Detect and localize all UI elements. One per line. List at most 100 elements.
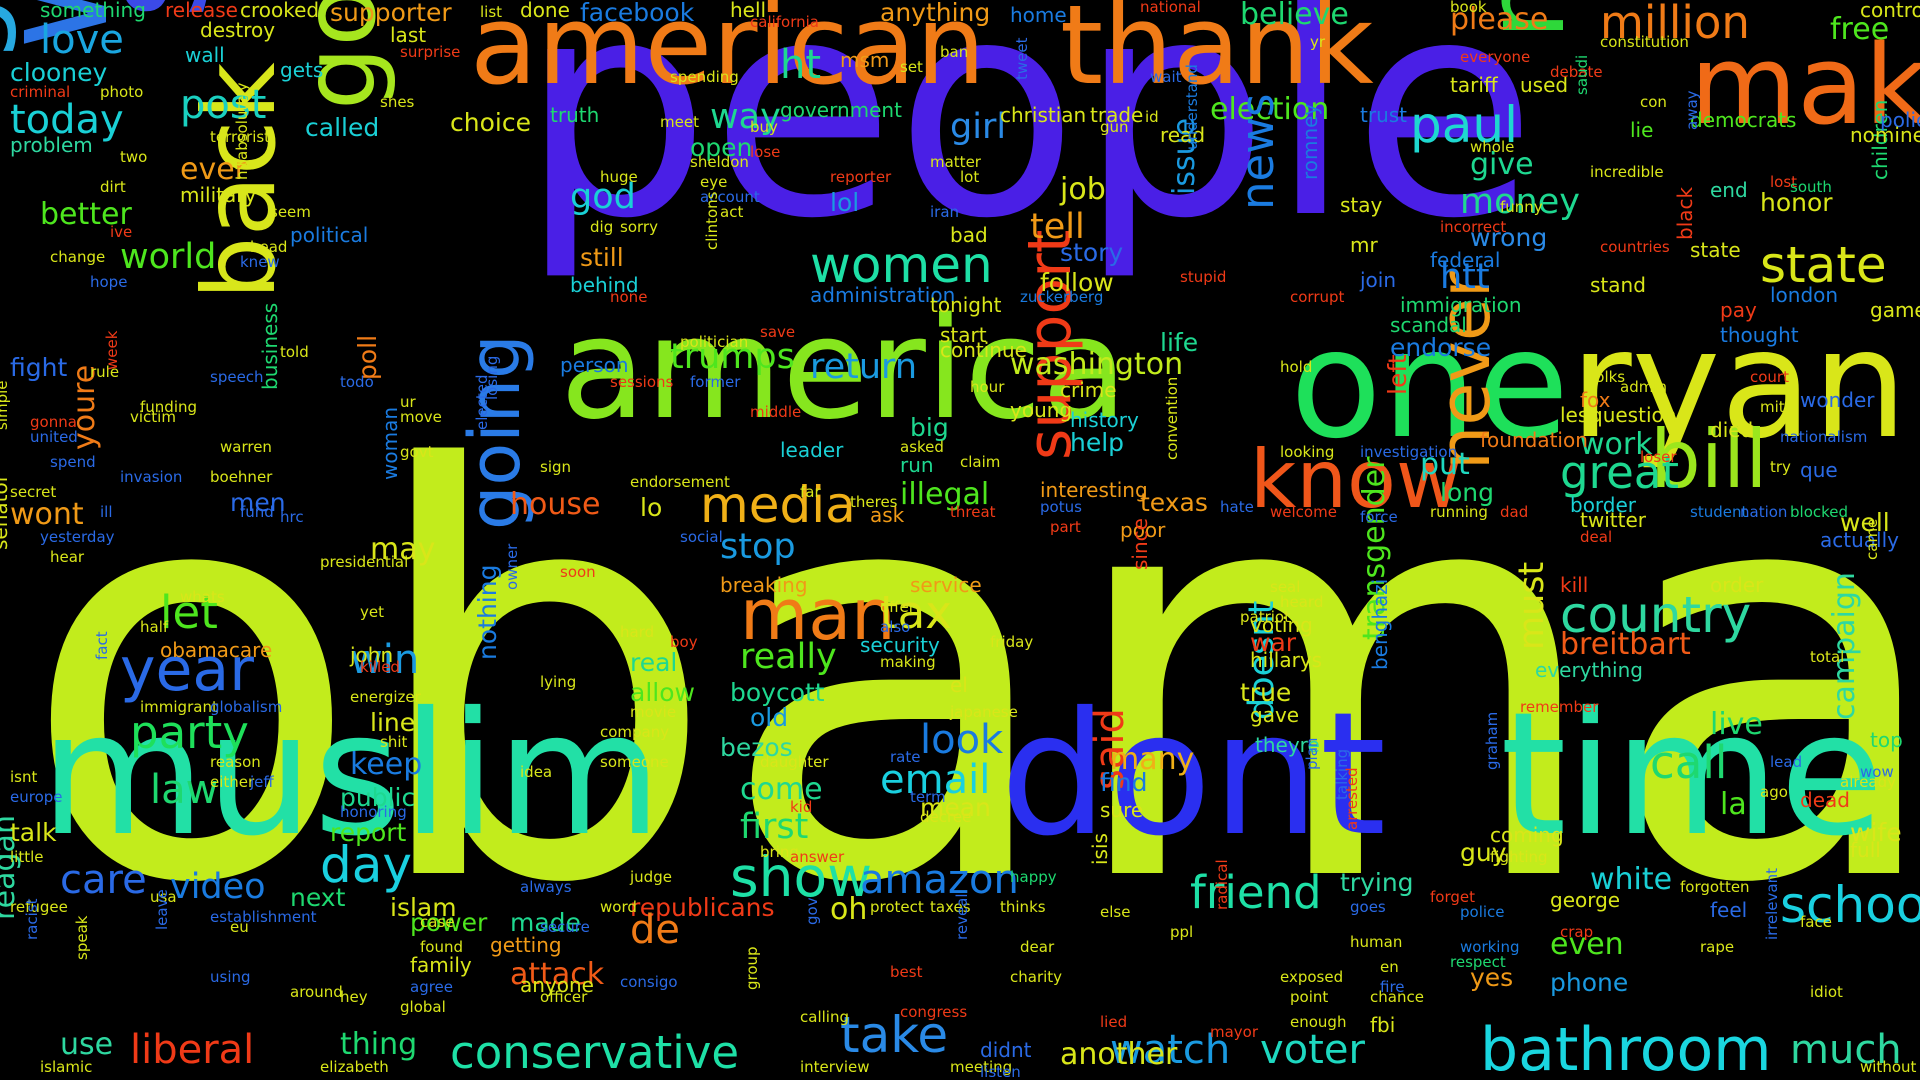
word-move: move: [400, 408, 442, 426]
word-trumps: trumps: [670, 337, 795, 377]
word-benghazi: benghazi: [1368, 578, 1392, 670]
word-please: please: [1450, 2, 1549, 37]
word-find: find: [1100, 768, 1148, 797]
word-true: true: [1240, 678, 1292, 707]
word-friend: friend: [1190, 866, 1322, 919]
word-come: come: [740, 772, 823, 807]
word-history: history: [1070, 408, 1139, 432]
word-yr: yr: [1310, 33, 1326, 51]
word-el: el: [950, 673, 968, 697]
word-million: million: [1600, 0, 1750, 49]
word-left: left: [1383, 354, 1412, 396]
word-respect: respect: [1450, 953, 1506, 971]
word-either: either: [210, 773, 255, 791]
word-party: party: [130, 706, 249, 759]
word-countries: countries: [1600, 238, 1670, 256]
word-immigrant: immigrant: [140, 698, 218, 716]
word-lo: lo: [640, 493, 663, 522]
word-elizabeth: elizabeth: [320, 1058, 389, 1076]
word-ppl: ppl: [1170, 923, 1194, 941]
word-truth: truth: [550, 103, 600, 127]
word-debate: debate: [1550, 63, 1603, 81]
word-incorrect: incorrect: [1440, 218, 1507, 236]
word-lol: lol: [830, 188, 860, 217]
word-love: love: [40, 17, 124, 63]
word-matter: matter: [930, 153, 981, 171]
word-calling: calling: [800, 1008, 849, 1026]
word-sorry: sorry: [620, 218, 658, 236]
word-media: media: [700, 476, 856, 534]
word-person: person: [560, 353, 629, 377]
word-paul: paul: [1410, 96, 1518, 154]
word-boy: boy: [670, 633, 698, 651]
word-big: big: [910, 413, 949, 442]
word-well: well: [1840, 508, 1890, 537]
word-anything: anything: [880, 0, 991, 27]
word-account: account: [700, 188, 760, 206]
word-open: open: [690, 133, 753, 162]
word-govt: govt: [400, 443, 434, 461]
word-tweet: tweet: [1013, 37, 1031, 81]
word-wont: wont: [10, 497, 84, 532]
word-change: change: [50, 248, 106, 266]
word-line: line: [370, 708, 416, 737]
word-gonna: gonna: [30, 413, 77, 431]
word-dont: dont: [1000, 676, 1387, 874]
word-set: set: [900, 58, 923, 76]
word-washington: washington: [1010, 347, 1184, 382]
word-voting: voting: [1250, 613, 1313, 637]
word-photo: photo: [100, 83, 144, 101]
word-hour: hour: [970, 378, 1005, 396]
word-gets: gets: [280, 58, 324, 82]
word-liberal: liberal: [130, 1027, 255, 1073]
word-surprise: surprise: [400, 43, 461, 61]
word-invasion: invasion: [120, 468, 183, 486]
word-made: made: [510, 908, 581, 937]
word-globalism: globalism: [210, 698, 283, 716]
word-meet: meet: [660, 113, 699, 131]
word-act: act: [720, 203, 744, 221]
word-hold: hold: [1280, 358, 1313, 376]
word-ht: ht: [780, 42, 822, 88]
word-lost: lost: [1770, 173, 1798, 191]
word-take: take: [840, 1006, 949, 1064]
word-best: best: [890, 963, 923, 981]
word-stupid: stupid: [1180, 268, 1227, 286]
word-mr: mr: [1350, 233, 1378, 257]
word-coming: coming: [1490, 823, 1564, 847]
word-foundation: foundation: [1480, 428, 1588, 452]
word-much: much: [1790, 1027, 1902, 1073]
word-rape: rape: [1700, 938, 1735, 956]
word-law: law: [150, 767, 219, 813]
word-supporter: supporter: [330, 0, 452, 27]
word-someone: someone: [600, 753, 669, 771]
word-believe: believe: [1240, 0, 1349, 32]
word-today: today: [10, 97, 124, 143]
word-social: social: [680, 528, 723, 546]
word-found: found: [420, 938, 463, 956]
word-chance: chance: [1370, 988, 1424, 1006]
word-help: help: [1070, 428, 1125, 457]
word-guy: guy: [1460, 838, 1507, 867]
word-shit: shit: [380, 733, 408, 751]
word-texas: texas: [1140, 488, 1208, 517]
word-congress: congress: [900, 1003, 968, 1021]
word-isis: isis: [1088, 833, 1112, 865]
word-one: one: [1290, 298, 1570, 472]
word-away: away: [1683, 90, 1701, 130]
word-looking: looking: [1280, 443, 1335, 461]
word-less: less: [1560, 403, 1599, 427]
word-yet: yet: [360, 603, 384, 621]
word-post: post: [180, 82, 267, 128]
word-friday: friday: [990, 633, 1034, 651]
word-working: working: [1460, 938, 1520, 956]
word-used: used: [1520, 73, 1569, 97]
word-bad: bad: [950, 223, 988, 247]
word-japanese: japanese: [950, 703, 1018, 721]
word-dear: dear: [1020, 938, 1055, 956]
word-remember: remember: [1520, 698, 1599, 716]
word-yesterday: yesterday: [40, 528, 115, 546]
word-order: order: [1710, 573, 1764, 597]
word-control: control: [1860, 0, 1920, 22]
word-middle: middle: [750, 403, 802, 421]
